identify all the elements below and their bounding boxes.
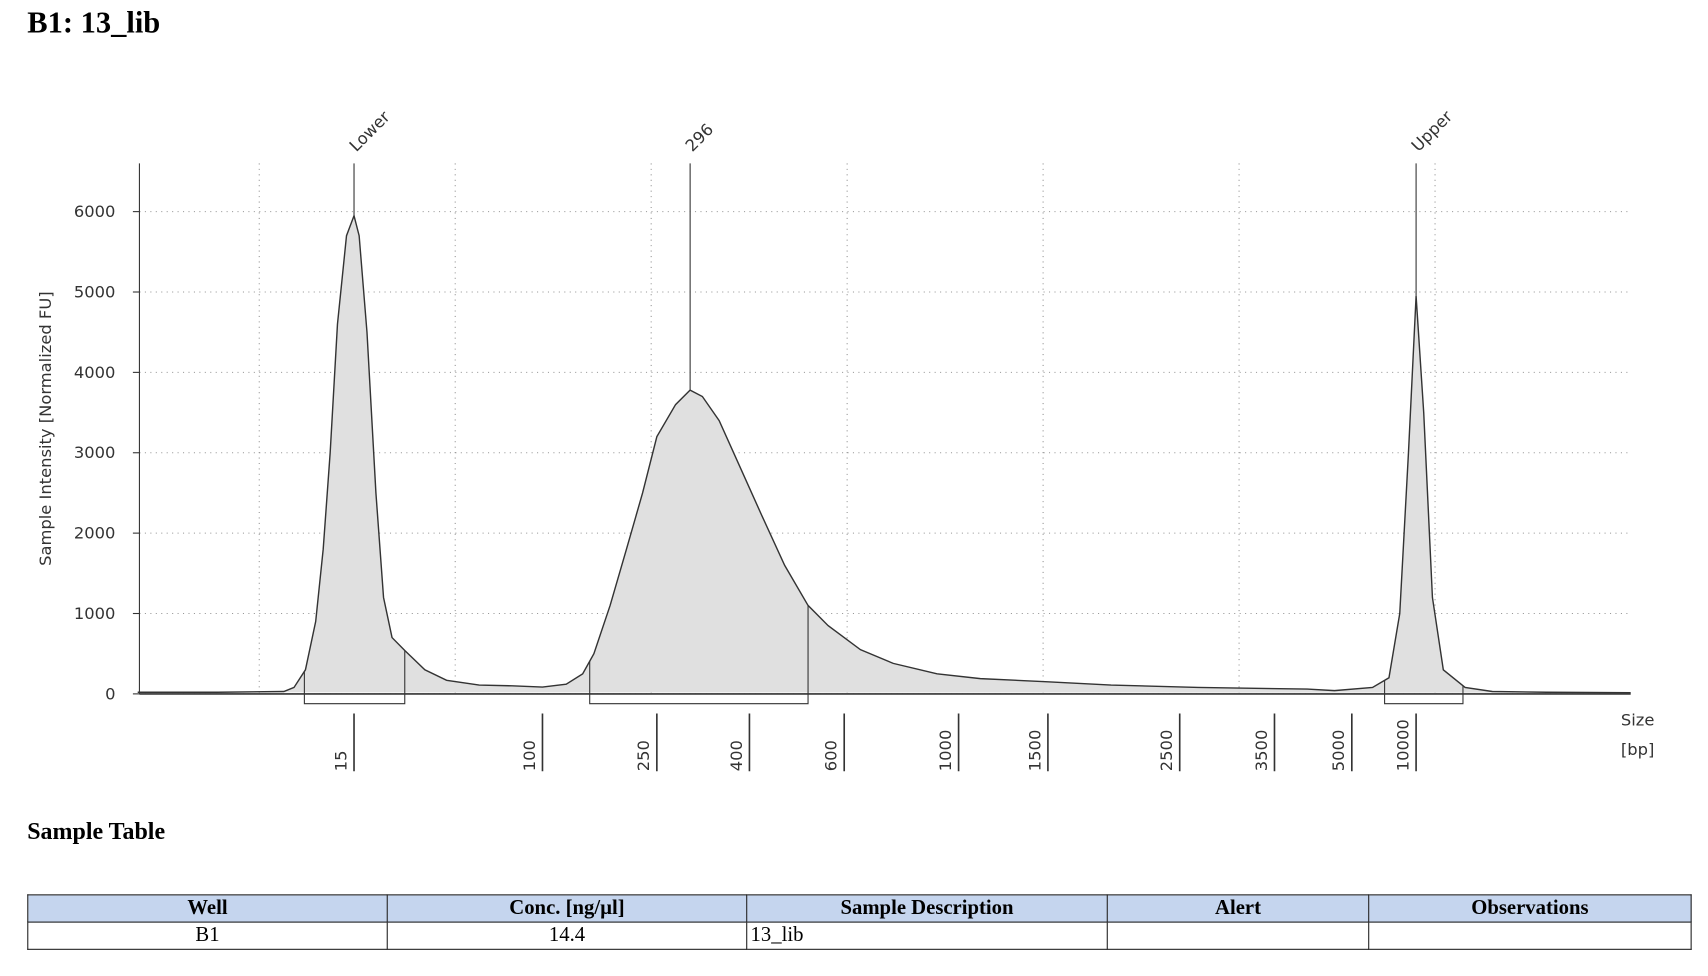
- y-tick-label: 1000: [74, 604, 116, 623]
- x-axis-unit: [bp]: [1621, 740, 1654, 759]
- peak-label: Upper: [1408, 107, 1457, 156]
- trace: [137, 213, 1631, 694]
- x-axis-label: Size: [1621, 710, 1655, 729]
- column-header: Well: [27, 894, 388, 923]
- chart: 0 1000 2000 3000 4000 5000 6000 Sample Intensit…: [36, 107, 1655, 772]
- column-header: Sample Description: [746, 894, 1108, 923]
- x-tick-label: 250: [634, 740, 653, 771]
- y-tick-label: 0: [105, 684, 115, 703]
- report-title: B1: 13_lib: [27, 6, 161, 41]
- x-tick-label: 2500: [1157, 730, 1176, 772]
- peak-label: 296: [682, 120, 717, 155]
- cell: 14.4: [386, 921, 748, 950]
- y-tick-label: 4000: [74, 363, 116, 382]
- x-tick-label: 100: [520, 740, 539, 771]
- data-row: B1 14.4 13_lib: [27, 921, 1692, 950]
- cell: [1106, 921, 1370, 950]
- x-tick-label: 400: [727, 740, 746, 771]
- cell: 13_lib: [746, 921, 1108, 950]
- y-tick-label: 6000: [74, 202, 116, 221]
- region-bracket: [589, 693, 809, 705]
- column-header: Alert: [1106, 894, 1370, 923]
- column-header: Conc. [ng/µl]: [386, 894, 748, 923]
- x-tick-label: 1500: [1025, 730, 1044, 772]
- sample-table: Well Conc. [ng/µl] Sample Description Al…: [27, 894, 1692, 950]
- y-tick-label: 2000: [74, 524, 116, 543]
- cell: [1368, 921, 1692, 950]
- x-tick-label: 1000: [936, 730, 955, 772]
- header-row: Well Conc. [ng/µl] Sample Description Al…: [27, 894, 1692, 923]
- y-tick-label: 5000: [74, 282, 116, 301]
- y-tick-label: 3000: [74, 443, 116, 462]
- region-bracket: [1384, 693, 1464, 705]
- x-tick-label: 3500: [1252, 730, 1271, 772]
- peak-label: Lower: [346, 107, 394, 155]
- y-axis-label: Sample Intensity [Normalized FU]: [36, 291, 55, 566]
- cell: B1: [27, 921, 388, 950]
- x-tick-label: 10000: [1393, 719, 1412, 771]
- table-title: Sample Table: [27, 816, 166, 845]
- x-tick-label: 600: [822, 740, 841, 771]
- x-tick-label: 5000: [1329, 730, 1348, 772]
- column-header: Observations: [1368, 894, 1692, 923]
- x-tick-label: 15: [331, 750, 350, 771]
- region-bracket: [303, 693, 406, 705]
